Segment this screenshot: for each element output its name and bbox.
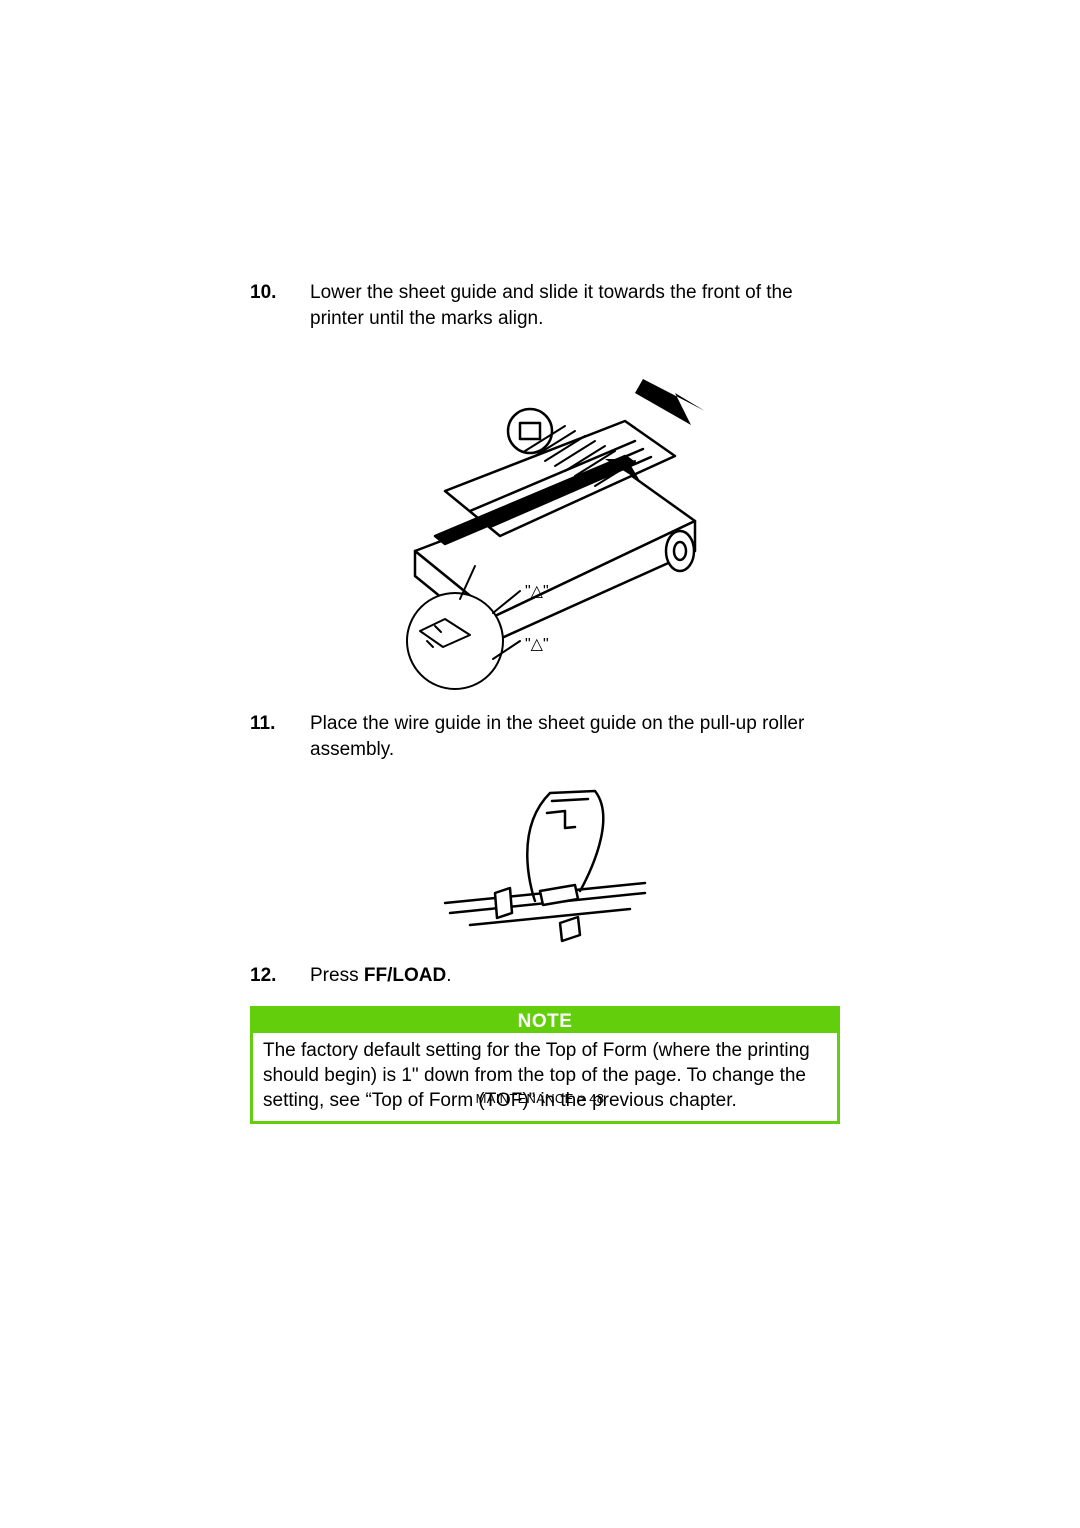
step-text: Press FF/LOAD. — [310, 963, 840, 989]
step-11: 11. Place the wire guide in the sheet gu… — [250, 711, 840, 762]
step-12: 12. Press FF/LOAD. — [250, 963, 840, 989]
page-footer: MAINTENANCE > 48 — [0, 1091, 1080, 1106]
step-text: Place the wire guide in the sheet guide … — [310, 711, 840, 762]
figure-wire-guide — [250, 773, 840, 943]
note-body: The factory default setting for the Top … — [253, 1033, 837, 1121]
step-number: 10. — [250, 280, 310, 306]
step-number: 11. — [250, 711, 310, 737]
step-10: 10. Lower the sheet guide and slide it t… — [250, 280, 840, 331]
step-text: Lower the sheet guide and slide it towar… — [310, 280, 840, 331]
svg-text:"△": "△" — [525, 636, 549, 653]
document-page: 10. Lower the sheet guide and slide it t… — [0, 0, 1080, 1528]
note-header: NOTE — [253, 1009, 837, 1033]
wire-guide-illustration-icon — [440, 773, 650, 943]
step-number: 12. — [250, 963, 310, 989]
svg-text:"△": "△" — [525, 583, 549, 600]
note-box: NOTE The factory default setting for the… — [250, 1006, 840, 1124]
printer-illustration-icon: "△" "△" — [375, 341, 715, 691]
step-12-bold: FF/LOAD — [364, 965, 446, 986]
step-12-prefix: Press — [310, 965, 364, 986]
figure-printer: "△" "△" — [250, 341, 840, 691]
step-12-suffix: . — [446, 965, 451, 986]
